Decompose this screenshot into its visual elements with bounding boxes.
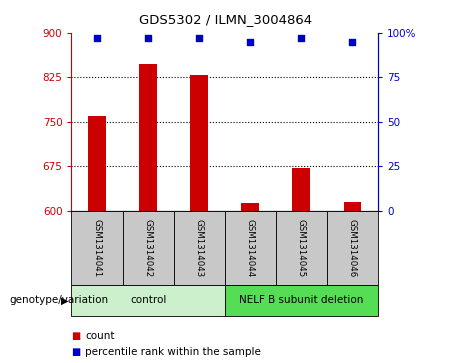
Text: GSM1314041: GSM1314041 bbox=[93, 219, 101, 277]
FancyBboxPatch shape bbox=[123, 211, 174, 285]
Bar bbox=[292, 168, 310, 211]
Text: GSM1314043: GSM1314043 bbox=[195, 219, 204, 277]
Bar bbox=[190, 76, 208, 211]
Text: ▶: ▶ bbox=[61, 295, 68, 305]
Point bbox=[195, 35, 203, 41]
Text: GSM1314042: GSM1314042 bbox=[143, 219, 153, 277]
FancyBboxPatch shape bbox=[71, 285, 225, 316]
Text: control: control bbox=[130, 295, 166, 305]
FancyBboxPatch shape bbox=[327, 211, 378, 285]
FancyBboxPatch shape bbox=[174, 211, 225, 285]
Text: percentile rank within the sample: percentile rank within the sample bbox=[85, 347, 261, 357]
Bar bbox=[242, 203, 259, 211]
Text: GSM1314046: GSM1314046 bbox=[348, 219, 357, 277]
Point bbox=[247, 38, 254, 44]
Text: GSM1314045: GSM1314045 bbox=[297, 219, 306, 277]
Text: ■: ■ bbox=[71, 347, 81, 357]
Text: GDS5302 / ILMN_3004864: GDS5302 / ILMN_3004864 bbox=[139, 13, 313, 26]
Text: count: count bbox=[85, 331, 115, 341]
Bar bbox=[88, 116, 106, 211]
FancyBboxPatch shape bbox=[71, 211, 123, 285]
Bar bbox=[139, 64, 157, 211]
Point bbox=[93, 35, 100, 41]
Text: NELF B subunit deletion: NELF B subunit deletion bbox=[239, 295, 364, 305]
Point bbox=[298, 35, 305, 41]
Text: GSM1314044: GSM1314044 bbox=[246, 219, 255, 277]
FancyBboxPatch shape bbox=[276, 211, 327, 285]
Bar bbox=[343, 202, 361, 211]
Text: genotype/variation: genotype/variation bbox=[9, 295, 108, 305]
Point bbox=[349, 38, 356, 44]
FancyBboxPatch shape bbox=[225, 285, 378, 316]
Point bbox=[144, 35, 152, 41]
Text: ■: ■ bbox=[71, 331, 81, 341]
FancyBboxPatch shape bbox=[225, 211, 276, 285]
